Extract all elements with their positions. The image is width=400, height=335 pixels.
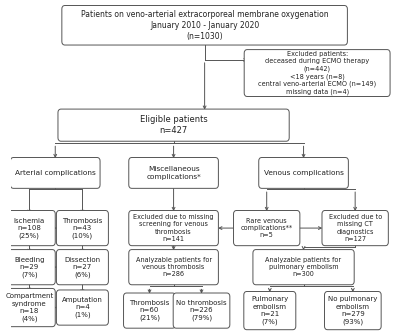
FancyBboxPatch shape <box>234 210 300 246</box>
FancyBboxPatch shape <box>129 210 218 246</box>
Text: Venous complications: Venous complications <box>264 170 344 176</box>
FancyBboxPatch shape <box>58 109 289 141</box>
Text: Excluded due to missing
screening for venous
thrombosis
n=141: Excluded due to missing screening for ve… <box>133 214 214 242</box>
Text: Dissection
n=27
(6%): Dissection n=27 (6%) <box>64 257 100 278</box>
FancyBboxPatch shape <box>173 293 230 328</box>
Text: Bleeding
n=29
(7%): Bleeding n=29 (7%) <box>14 257 44 278</box>
Text: Excluded due to
missing CT
diagnostics
n=127: Excluded due to missing CT diagnostics n… <box>328 214 382 242</box>
FancyBboxPatch shape <box>3 288 55 327</box>
Text: Miscellaneous
complications*: Miscellaneous complications* <box>146 166 201 180</box>
FancyBboxPatch shape <box>56 290 108 325</box>
FancyBboxPatch shape <box>324 291 381 330</box>
FancyBboxPatch shape <box>124 293 176 328</box>
FancyBboxPatch shape <box>322 210 388 246</box>
Text: Ischemia
n=108
(25%): Ischemia n=108 (25%) <box>14 217 45 239</box>
FancyBboxPatch shape <box>244 50 390 96</box>
Text: No pulmonary
embolism
n=279
(93%): No pulmonary embolism n=279 (93%) <box>328 296 378 325</box>
Text: Amputation
n=4
(1%): Amputation n=4 (1%) <box>62 297 103 318</box>
Text: Analyzable patients for
pulmonary embolism
n=300: Analyzable patients for pulmonary emboli… <box>266 257 342 277</box>
FancyBboxPatch shape <box>3 250 55 285</box>
FancyBboxPatch shape <box>3 210 55 246</box>
Text: No thrombosis
n=226
(79%): No thrombosis n=226 (79%) <box>176 300 227 321</box>
Text: Eligible patients
n=427: Eligible patients n=427 <box>140 115 208 135</box>
FancyBboxPatch shape <box>56 210 108 246</box>
FancyBboxPatch shape <box>244 291 296 330</box>
FancyBboxPatch shape <box>129 250 218 285</box>
Text: Patients on veno-arterial extracorporeal membrane oxygenation
January 2010 - Jan: Patients on veno-arterial extracorporeal… <box>81 10 328 41</box>
FancyBboxPatch shape <box>56 250 108 285</box>
FancyBboxPatch shape <box>259 157 348 188</box>
FancyBboxPatch shape <box>129 157 218 188</box>
Text: Analyzable patients for
venous thrombosis
n=286: Analyzable patients for venous thrombosi… <box>136 257 212 277</box>
Text: Thrombosis
n=60
(21%): Thrombosis n=60 (21%) <box>129 300 170 321</box>
FancyBboxPatch shape <box>253 250 354 285</box>
Text: Compartment
syndrome
n=18
(4%): Compartment syndrome n=18 (4%) <box>5 293 53 322</box>
Text: Excluded patients:
deceased during ECMO therapy
(n=442)
<18 years (n=8)
central : Excluded patients: deceased during ECMO … <box>258 51 376 95</box>
Text: Rare venous
complications**
n=5: Rare venous complications** n=5 <box>241 218 293 238</box>
FancyBboxPatch shape <box>10 157 100 188</box>
Text: Arterial complications: Arterial complications <box>15 170 96 176</box>
FancyBboxPatch shape <box>62 5 347 45</box>
Text: Pulmonary
embolism
n=21
(7%): Pulmonary embolism n=21 (7%) <box>251 296 288 325</box>
Text: Thrombosis
n=43
(10%): Thrombosis n=43 (10%) <box>62 217 102 239</box>
